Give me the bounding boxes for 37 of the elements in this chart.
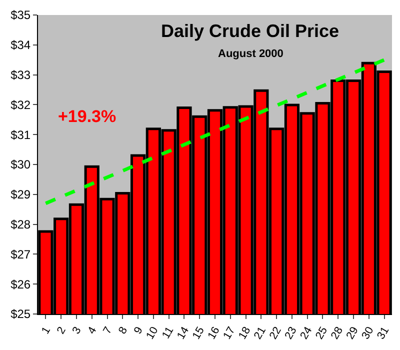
y-tick-label: $28 <box>10 218 31 232</box>
x-tick-label: 8 <box>116 324 130 336</box>
x-tick-label: 18 <box>236 324 254 342</box>
x-tick-label: 10 <box>144 324 161 342</box>
x-tick-label: 3 <box>70 324 84 336</box>
x-tick-label: 2 <box>54 324 68 336</box>
y-tick-label: $35 <box>10 8 31 22</box>
x-tick-label: 21 <box>252 324 269 342</box>
x-tick-label: 29 <box>344 324 361 342</box>
x-tick-label: 15 <box>190 324 207 342</box>
x-tick-label: 4 <box>86 324 100 336</box>
annotation: +19.3% <box>58 107 116 126</box>
x-tick-label: 31 <box>375 324 392 342</box>
y-tick-label: $33 <box>10 68 31 82</box>
x-tick-label: 1 <box>40 324 54 336</box>
x-tick-label: 9 <box>132 324 146 336</box>
y-tick-label: $32 <box>10 98 31 112</box>
x-tick-label: 28 <box>328 324 346 342</box>
y-tick-label: $31 <box>10 128 31 142</box>
text: August 2000 <box>218 48 284 60</box>
y-tick-label: $25 <box>10 307 31 322</box>
y-tick-label: $26 <box>10 277 31 292</box>
y-tick-label: $27 <box>10 247 31 262</box>
x-tick-label: 7 <box>101 324 115 336</box>
chart-title: Daily Crude Oil Price <box>161 21 340 41</box>
x-tick-label: 14 <box>175 324 192 342</box>
x-tick-label: 22 <box>267 324 284 342</box>
x-tick-label: 30 <box>360 324 376 342</box>
x-tick-label: 23 <box>282 324 300 342</box>
x-tick-label: 25 <box>314 324 330 342</box>
x-tick-label: 24 <box>298 324 315 342</box>
y-tick-label: $34 <box>10 38 31 52</box>
x-tick-label: 17 <box>221 324 238 342</box>
y-tick-label: $29 <box>10 188 31 202</box>
x-tick-label: 11 <box>160 324 176 341</box>
x-tick-label: 16 <box>206 324 222 342</box>
y-tick-label: $30 <box>10 158 31 172</box>
